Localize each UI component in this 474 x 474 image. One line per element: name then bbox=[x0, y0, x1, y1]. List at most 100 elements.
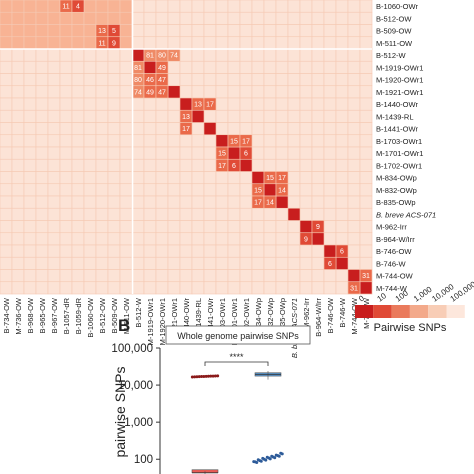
heatmap-cell bbox=[11, 85, 25, 99]
heatmap-cell bbox=[191, 232, 205, 246]
heatmap-cell bbox=[11, 24, 25, 38]
column-label: B-512-OW bbox=[98, 297, 107, 333]
heatmap-cell bbox=[215, 60, 229, 74]
heatmap-cell bbox=[131, 281, 145, 295]
column-label: B-968-OW bbox=[26, 297, 35, 333]
heatmap-cell bbox=[143, 183, 157, 197]
heatmap-cell bbox=[179, 85, 193, 99]
heatmap-value-cell bbox=[347, 281, 361, 295]
heatmap-cell bbox=[167, 220, 181, 234]
heatmap-cell bbox=[275, 122, 289, 136]
heatmap-cell bbox=[287, 48, 301, 62]
heatmap-diagonal-cell bbox=[311, 232, 325, 246]
heatmap-cell bbox=[35, 171, 49, 185]
heatmap-cell bbox=[299, 281, 313, 295]
significance-label: **** bbox=[229, 352, 244, 362]
heatmap-cell bbox=[251, 36, 265, 50]
heatmap-cell bbox=[299, 48, 313, 62]
heatmap-cell bbox=[359, 60, 373, 74]
heatmap-cell bbox=[59, 73, 73, 87]
heatmap-diagonal-cell bbox=[287, 207, 301, 221]
heatmap-cell bbox=[203, 36, 217, 50]
heatmap-cell bbox=[119, 220, 133, 234]
heatmap-cell bbox=[203, 109, 217, 123]
heatmap-cell bbox=[83, 109, 97, 123]
heatmap-cell bbox=[191, 24, 205, 38]
heatmap-cell bbox=[155, 244, 169, 258]
heatmap-cell bbox=[335, 73, 349, 87]
heatmap-cell bbox=[311, 97, 325, 111]
heatmap-cell bbox=[95, 158, 109, 172]
heatmap-cell bbox=[251, 24, 265, 38]
heatmap-cell bbox=[11, 60, 25, 74]
heatmap-cell bbox=[335, 85, 349, 99]
heatmap-cell bbox=[167, 134, 181, 148]
heatmap-cell bbox=[131, 158, 145, 172]
heatmap-cell bbox=[311, 73, 325, 87]
heatmap-cell bbox=[287, 158, 301, 172]
heatmap-cell bbox=[59, 269, 73, 283]
heatmap-cell bbox=[71, 36, 85, 50]
heatmap-cell bbox=[299, 244, 313, 258]
y-tick-label: 1,000 bbox=[124, 417, 153, 429]
heatmap-cell bbox=[251, 220, 265, 234]
heatmap-cell bbox=[335, 11, 349, 25]
heatmap-cell bbox=[359, 195, 373, 209]
heatmap-cell bbox=[347, 122, 361, 136]
legend-swatch bbox=[428, 305, 447, 318]
column-label: M-962-Irr bbox=[302, 298, 311, 329]
heatmap-cell bbox=[191, 73, 205, 87]
y-tick-label: 10,000 bbox=[118, 380, 153, 392]
heatmap-value-cell bbox=[203, 97, 217, 111]
heatmap-cell bbox=[287, 85, 301, 99]
heatmap-cell bbox=[155, 122, 169, 136]
row-label: B-512-W bbox=[376, 51, 407, 60]
heatmap-cell bbox=[323, 36, 337, 50]
heatmap-cell bbox=[347, 134, 361, 148]
heatmap-cell bbox=[35, 122, 49, 136]
heatmap-cell bbox=[179, 48, 193, 62]
heatmap-value-cell bbox=[275, 183, 289, 197]
heatmap-cell bbox=[119, 48, 133, 62]
heatmap-cell bbox=[227, 207, 241, 221]
heatmap-cell bbox=[119, 36, 133, 50]
heatmap-cell bbox=[311, 207, 325, 221]
heatmap-cell bbox=[323, 207, 337, 221]
heatmap-diagonal-cell bbox=[335, 256, 349, 270]
heatmap-cell bbox=[47, 183, 61, 197]
heatmap-cell bbox=[11, 207, 25, 221]
heatmap-cell bbox=[323, 281, 337, 295]
heatmap-cell bbox=[299, 207, 313, 221]
column-label: B-1703-OWr1 bbox=[218, 298, 227, 344]
column-label: B-834-OWp bbox=[254, 298, 263, 338]
heatmap-cell bbox=[119, 109, 133, 123]
heatmap-cell bbox=[191, 281, 205, 295]
heatmap-cell bbox=[0, 97, 13, 111]
data-point bbox=[273, 456, 277, 460]
heatmap-cell bbox=[23, 48, 37, 62]
heatmap-cell bbox=[335, 146, 349, 160]
heatmap-cell bbox=[323, 85, 337, 99]
heatmap-cell bbox=[11, 11, 25, 25]
heatmap-value-label: 17 bbox=[182, 126, 190, 133]
heatmap-cell bbox=[59, 256, 73, 270]
heatmap-cell bbox=[263, 134, 277, 148]
heatmap-diagonal-cell bbox=[359, 281, 373, 295]
heatmap-cell bbox=[35, 220, 49, 234]
heatmap-cell bbox=[11, 220, 25, 234]
row-label: B-1060-OWr bbox=[376, 2, 418, 11]
heatmap-value-cell bbox=[335, 244, 349, 258]
heatmap-cell bbox=[323, 269, 337, 283]
heatmap-cell bbox=[347, 244, 361, 258]
heatmap-cell bbox=[119, 11, 133, 25]
heatmap-cell bbox=[227, 11, 241, 25]
heatmap-cell bbox=[215, 0, 229, 13]
row-label: M-744-W bbox=[376, 284, 408, 293]
heatmap-cell bbox=[203, 269, 217, 283]
heatmap-cell bbox=[35, 11, 49, 25]
heatmap-value-label: 74 bbox=[134, 89, 142, 96]
heatmap-cell bbox=[239, 36, 253, 50]
heatmap-cell bbox=[287, 146, 301, 160]
heatmap-cell bbox=[35, 183, 49, 197]
legend-swatch bbox=[373, 305, 392, 318]
